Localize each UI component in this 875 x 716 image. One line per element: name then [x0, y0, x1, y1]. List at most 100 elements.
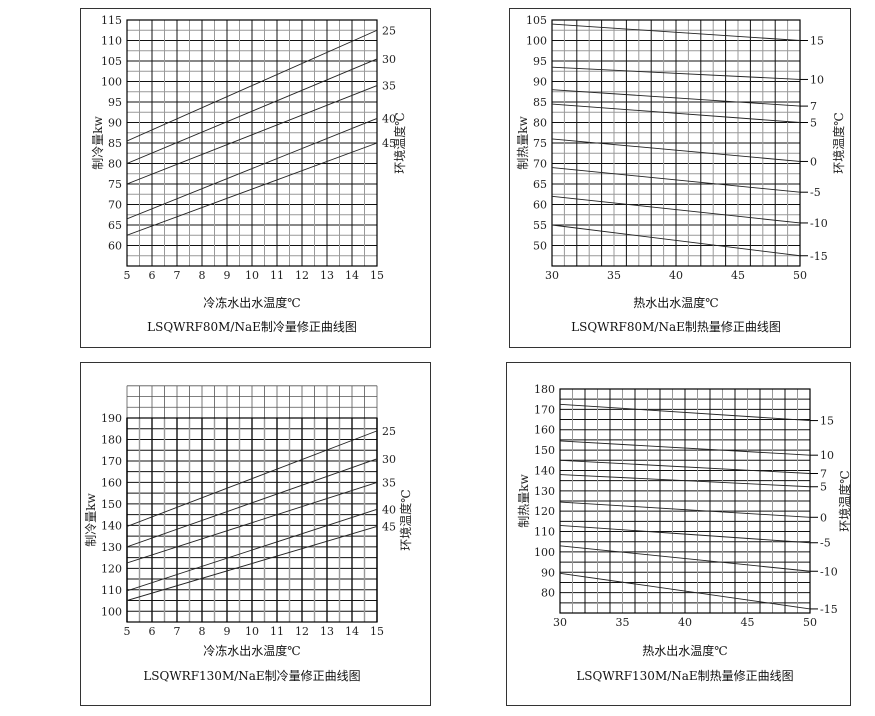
x-tick-label: 15 [370, 625, 384, 638]
y-tick-label: 140 [534, 464, 555, 477]
chart-2: 5 6 7 8 9 10 11 12 13 14 15 100 110 120 130 140 150 160 17… [84, 385, 413, 638]
x-axis-label: 热水出水温度℃ [633, 296, 719, 310]
x-tick-label: 5 [124, 625, 131, 638]
y-tick-label: 75 [108, 178, 122, 191]
x-tick-label: 13 [320, 625, 334, 638]
panel-80m-heating [509, 8, 851, 348]
x-tick-label: 10 [245, 625, 259, 638]
series-label: 25 [382, 425, 396, 438]
chart-0: 5 6 7 8 9 10 11 12 13 14 15 60 65 70 75 80 85 90 95 100 105 1… [91, 14, 407, 282]
y-tick-label: 95 [108, 96, 122, 109]
x-tick-label: 40 [678, 616, 692, 629]
x-tick-label: 14 [345, 625, 359, 638]
series-line-45 [126, 142, 378, 236]
y-tick-label: 130 [101, 541, 122, 554]
y-tick-label: 115 [101, 14, 122, 27]
x-tick-label: 11 [270, 625, 284, 638]
x-tick-label: 8 [199, 625, 206, 638]
series-label: 30 [382, 53, 396, 66]
x-tick-label: 11 [270, 269, 284, 282]
x-tick-label: 10 [245, 269, 259, 282]
y2-axis-label: 环境温度℃ [831, 112, 846, 173]
series-label: -5 [820, 537, 831, 550]
chart-1: 30 35 40 45 50505560657075808590951001051510… [516, 14, 846, 282]
y-tick-label: 70 [533, 158, 547, 171]
y-tick-label: 80 [533, 117, 547, 130]
series-label: 35 [382, 476, 396, 489]
x-tick-label: 30 [545, 269, 559, 282]
y-tick-label: 190 [101, 412, 122, 425]
x-tick-label: 8 [199, 269, 206, 282]
y2-axis-label: 环境温度℃ [398, 489, 413, 550]
y-tick-label: 65 [533, 178, 547, 191]
series-line-30 [126, 58, 378, 164]
x-tick-label: 40 [669, 269, 683, 282]
series-label: 15 [810, 35, 824, 48]
x-tick-label: 50 [793, 269, 807, 282]
y-tick-label: 95 [533, 55, 547, 68]
y-tick-label: 85 [108, 137, 122, 150]
plot-frame [551, 19, 801, 267]
y-tick-label: 180 [101, 433, 122, 446]
series-line-45 [126, 526, 378, 601]
series-label: -15 [820, 603, 838, 616]
y-axis-label: 制热量kw [517, 474, 531, 528]
panel-80m-cooling [80, 8, 431, 348]
chart-3: 30 35 40 45 50809010011012013014015016017018… [517, 383, 852, 629]
series-label: 10 [810, 73, 824, 86]
y-tick-label: 80 [541, 587, 555, 600]
series-label: 10 [820, 449, 834, 462]
y-tick-label: 160 [534, 424, 555, 437]
series-line--10 [559, 545, 811, 572]
y-tick-label: 60 [533, 199, 547, 212]
series-label: 0 [820, 511, 827, 524]
series-label: -15 [810, 250, 828, 263]
series-line--5 [551, 167, 801, 193]
y-tick-label: 120 [101, 562, 122, 575]
series-label: -10 [810, 217, 828, 230]
y-tick-label: 100 [526, 35, 547, 48]
series-line--15 [551, 224, 801, 257]
y-tick-label: 110 [534, 526, 555, 539]
y-tick-label: 100 [101, 76, 122, 89]
plot-frame [559, 388, 811, 614]
series-line-7 [551, 89, 801, 107]
x-tick-label: 30 [553, 616, 567, 629]
panel-130m-heating [506, 362, 851, 706]
x-tick-label: 5 [124, 269, 131, 282]
x-tick-label: 9 [224, 625, 231, 638]
series-label: 45 [382, 520, 396, 533]
y-tick-label: 100 [101, 605, 122, 618]
y-tick-label: 50 [533, 240, 547, 253]
y-tick-label: 60 [108, 240, 122, 253]
chart-caption: LSQWRF130M/NaE制热量修正曲线图 [576, 669, 794, 683]
x-tick-label: 50 [803, 616, 817, 629]
y-tick-label: 105 [526, 14, 547, 27]
series-line-5 [559, 474, 811, 488]
y-tick-label: 170 [534, 403, 555, 416]
x-tick-label: 9 [224, 269, 231, 282]
y-tick-label: 110 [101, 35, 122, 48]
x-tick-label: 6 [149, 625, 156, 638]
y-tick-label: 65 [108, 219, 122, 232]
y-tick-label: 180 [534, 383, 555, 396]
x-tick-label: 12 [295, 269, 309, 282]
series-line--10 [551, 195, 801, 224]
chart-caption: LSQWRF80M/NaE制热量修正曲线图 [571, 320, 781, 334]
x-tick-label: 6 [149, 269, 156, 282]
x-tick-label: 12 [295, 625, 309, 638]
series-line--5 [559, 524, 811, 544]
x-tick-label: 35 [616, 616, 630, 629]
series-line-10 [551, 66, 801, 80]
series-line-40 [126, 117, 378, 220]
y-tick-label: 150 [534, 444, 555, 457]
series-line-25 [126, 430, 378, 527]
chart-caption: LSQWRF130M/NaE制冷量修正曲线图 [143, 669, 361, 683]
x-axis-label: 冷冻水出水温度℃ [203, 296, 301, 310]
x-tick-label: 15 [370, 269, 384, 282]
x-tick-label: 14 [345, 269, 359, 282]
y-tick-label: 55 [533, 219, 547, 232]
y-tick-label: 90 [541, 566, 555, 579]
series-label: 15 [820, 415, 834, 428]
series-label: 30 [382, 453, 396, 466]
